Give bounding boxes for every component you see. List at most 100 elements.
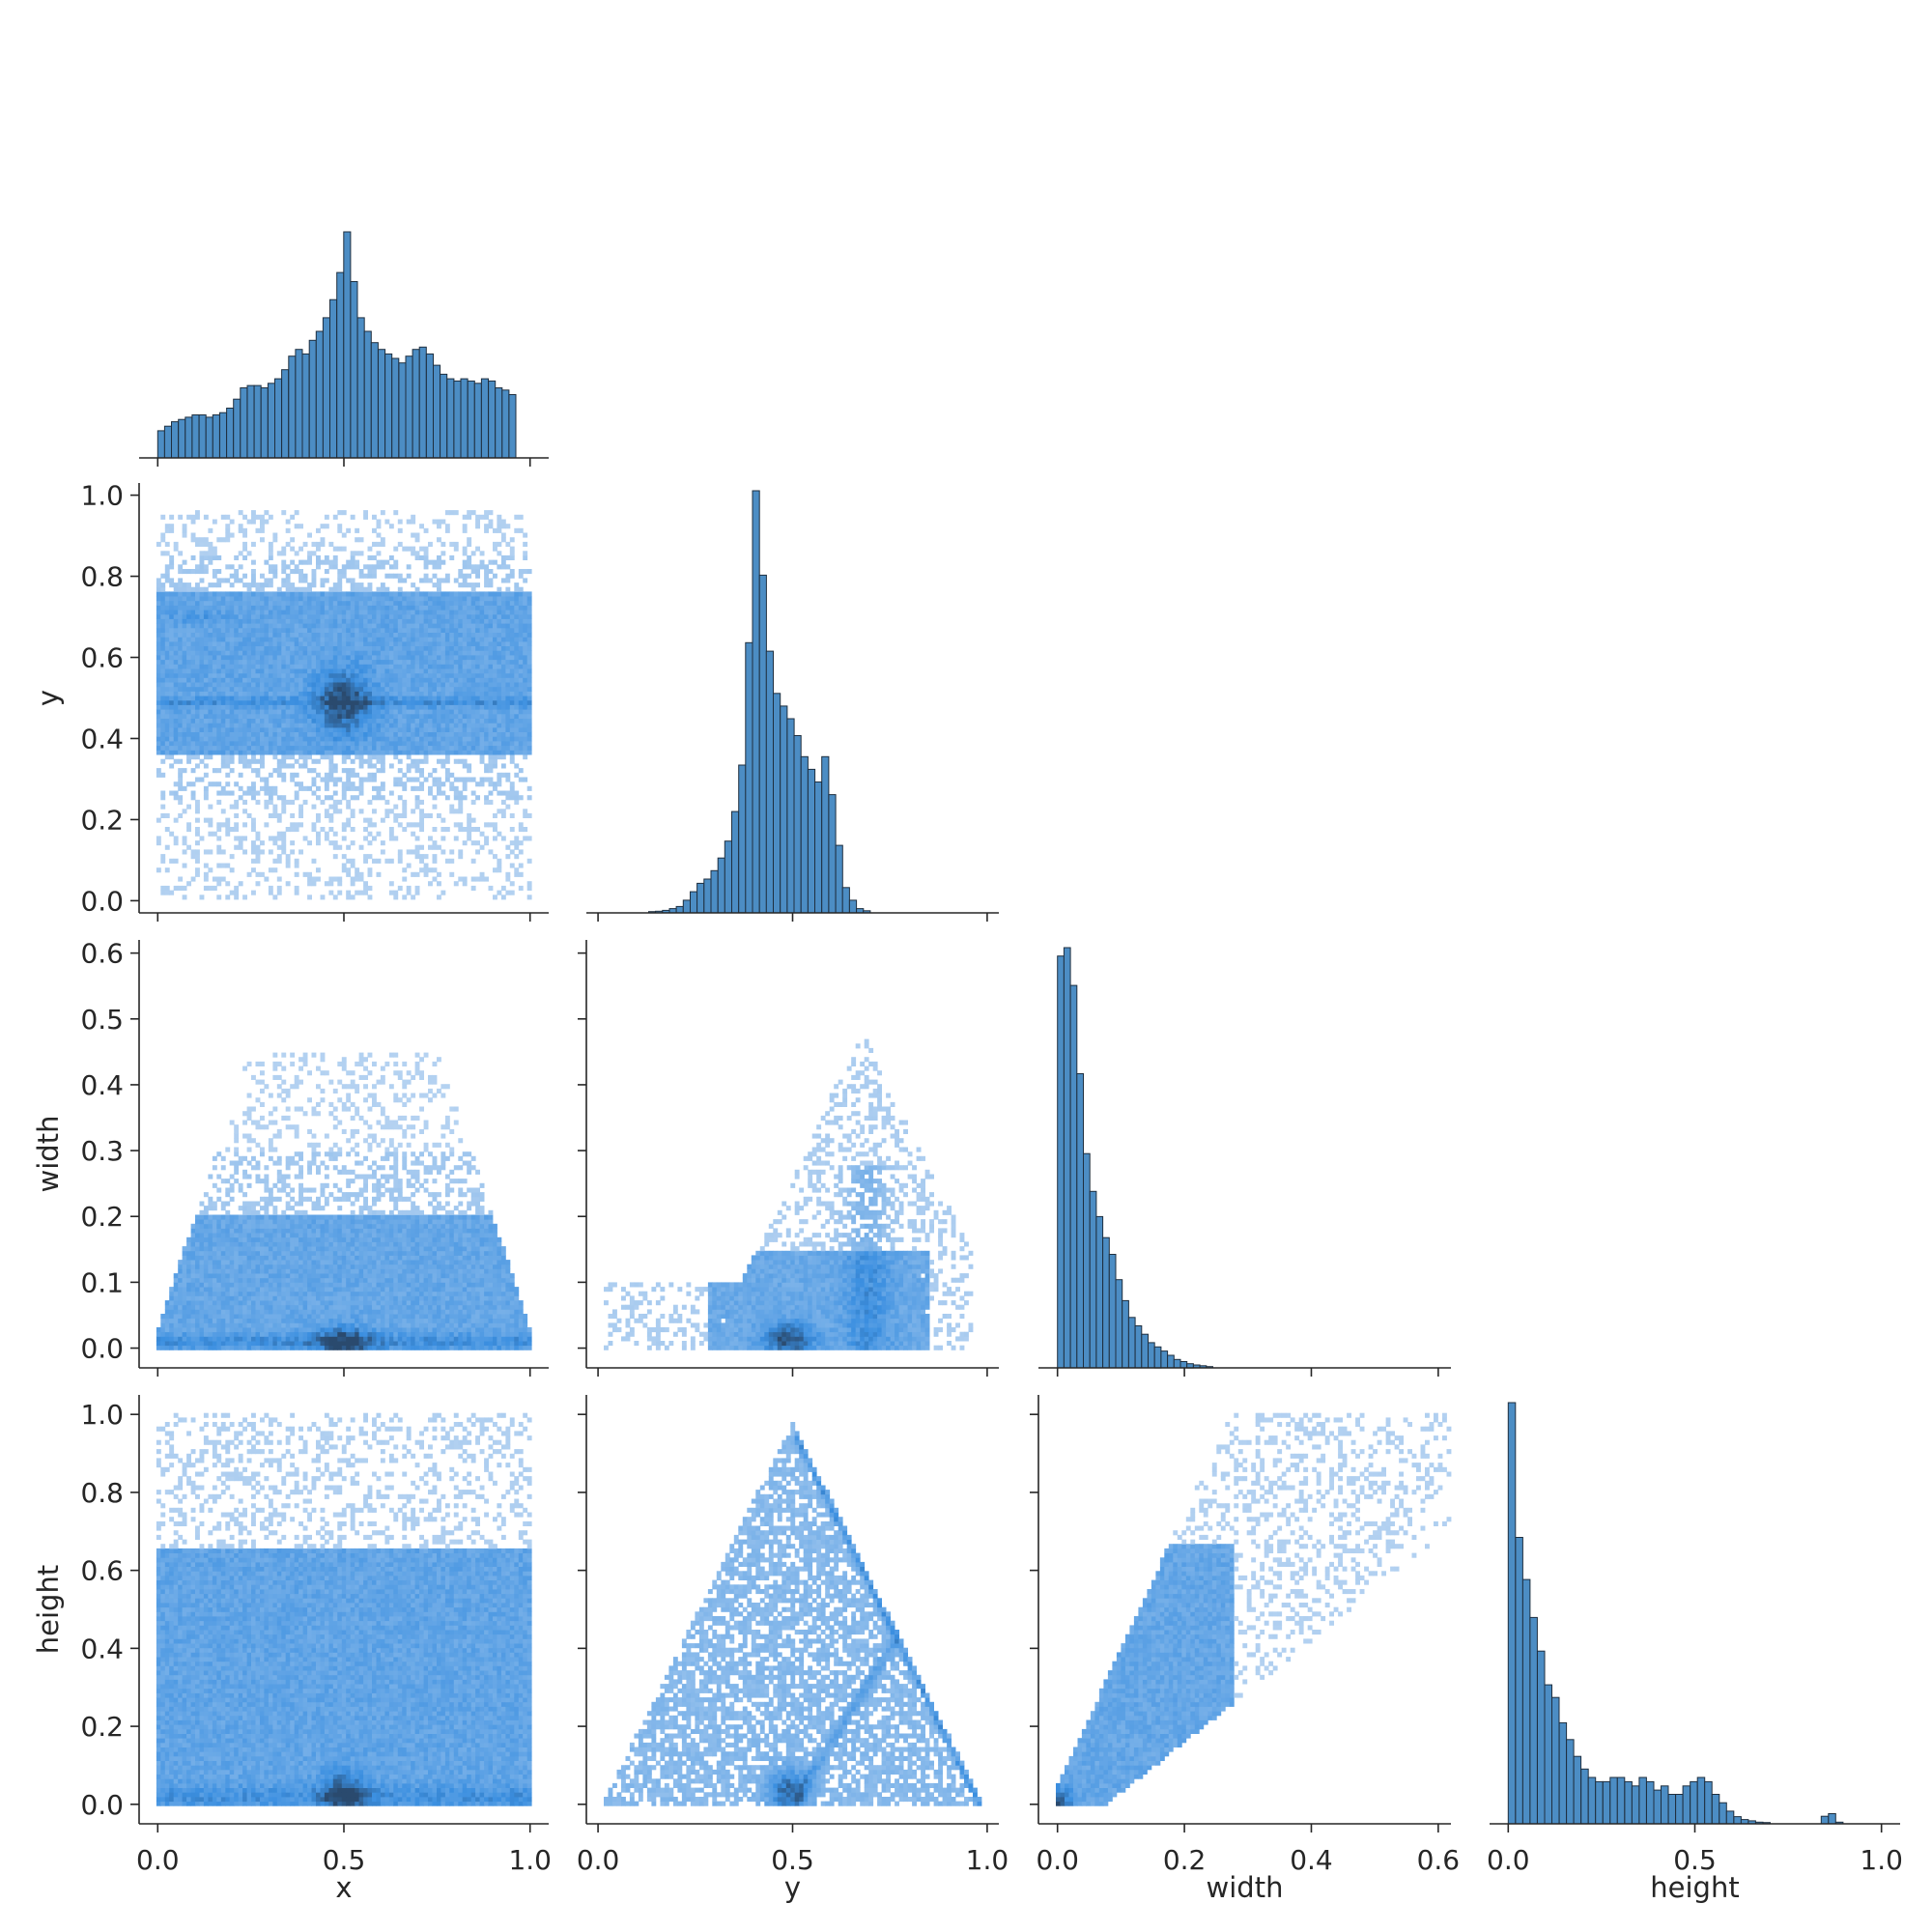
hist2d-cell — [372, 778, 377, 782]
hist2d-cell — [295, 750, 299, 754]
hist2d-cell — [527, 610, 532, 614]
hist2d-cell — [165, 591, 170, 596]
hist2d-cell — [272, 533, 277, 538]
hist2d-cell — [256, 872, 261, 877]
hist2d-cell — [415, 533, 420, 538]
hist2d-cell — [514, 836, 519, 840]
hist2d-cell — [264, 628, 269, 633]
hist2d-cell — [368, 822, 373, 827]
hist2d-cell — [454, 623, 459, 628]
hist2d-cell — [230, 1327, 235, 1332]
hist2d-cell — [195, 1332, 200, 1337]
hist2d-cell — [454, 610, 459, 614]
hist2d-cell — [286, 727, 291, 732]
hist2d-cell — [415, 646, 420, 651]
hist2d-cell — [328, 700, 333, 705]
hist2d-cell — [505, 677, 510, 682]
hist2d-cell — [216, 741, 221, 746]
hist2d-cell — [463, 723, 468, 727]
hist2d-cell — [307, 723, 312, 727]
hist2d-cell — [225, 687, 230, 692]
hist2d-cell — [393, 614, 398, 619]
hist2d-cell — [191, 791, 196, 796]
hist2d-cell — [415, 637, 420, 641]
hist2d-cell — [325, 687, 329, 692]
hist2d-cell — [186, 827, 191, 832]
hist2d-cell — [407, 574, 412, 579]
hist2d-cell — [445, 677, 450, 682]
hist2d-cell — [216, 1292, 221, 1296]
hist2d-cell — [346, 606, 351, 611]
hist2d-cell — [325, 732, 329, 737]
hist2d-cell — [359, 727, 364, 732]
hist2d-cell — [480, 515, 485, 520]
hist2d-cell — [398, 591, 403, 596]
hist2d-cell — [398, 637, 403, 641]
hist2d-cell — [264, 633, 269, 638]
hist2d-cell — [428, 682, 433, 687]
hist2d-cell — [186, 1282, 191, 1287]
hist2d-cell — [321, 673, 326, 678]
hist2d-cell — [355, 700, 359, 705]
hist2d-cell — [351, 687, 355, 692]
hist2d-cell — [419, 547, 424, 552]
hist2d-cell — [277, 736, 282, 741]
hist2d-cell — [527, 714, 532, 719]
hist2d-cell — [216, 610, 221, 614]
hist2d-cell — [174, 655, 179, 660]
hist2d-cell — [216, 1341, 221, 1346]
hist2d-cell — [239, 741, 243, 746]
hist2d-cell — [514, 723, 519, 727]
hist2d-cell — [415, 692, 420, 696]
hist2d-cell — [260, 849, 265, 854]
hist2d-cell — [333, 637, 338, 641]
hist2d-cell — [377, 750, 382, 754]
hist2d-cell — [295, 872, 299, 877]
hist2d-cell — [298, 714, 303, 719]
hist2d-cell — [178, 1314, 183, 1319]
hist2d-cell — [307, 596, 312, 601]
hist2d-cell — [178, 1264, 183, 1269]
hist2d-cell — [316, 637, 321, 641]
hist2d-cell — [523, 836, 527, 840]
hist2d-cell — [277, 641, 282, 646]
hist2d-cell — [325, 633, 329, 638]
hist2d-cell — [269, 709, 273, 714]
hist2d-cell — [389, 655, 394, 660]
hist2d-cell — [325, 628, 329, 633]
hist2d-cell — [213, 591, 217, 596]
hist2d-cell — [195, 1287, 200, 1292]
hist2d-cell — [359, 714, 364, 719]
hist2d-cell — [384, 727, 389, 732]
hist2d-cell — [230, 754, 235, 759]
hist2d-cell — [169, 655, 174, 660]
hist2d-cell — [402, 633, 407, 638]
hist2d-cell — [368, 746, 373, 751]
hist2d-cell — [239, 637, 243, 641]
hist2d-cell — [342, 696, 347, 700]
hist2d-cell — [281, 628, 286, 633]
hist2d-cell — [493, 560, 497, 565]
hist2d-cell — [381, 781, 385, 786]
hist2d-cell — [200, 641, 205, 646]
hist2d-cell — [493, 854, 497, 859]
hist2d-cell — [321, 641, 326, 646]
hist2d-cell — [225, 1300, 230, 1305]
hist2d-cell — [480, 677, 485, 682]
hist2d-cell — [156, 582, 161, 587]
hist2d-cell — [419, 714, 424, 719]
hist2d-cell — [298, 619, 303, 624]
hist2d-cell — [183, 895, 187, 899]
hist2d-cell — [251, 849, 256, 854]
hist2d-cell — [372, 606, 377, 611]
hist2d-cell — [368, 614, 373, 619]
hist2d-cell — [264, 619, 269, 624]
hist2d-cell — [169, 714, 174, 719]
hist2d-cell — [440, 664, 445, 668]
hist2d-cell — [424, 867, 429, 872]
hist2d-cell — [415, 805, 420, 810]
hist2d-cell — [234, 827, 239, 832]
hist2d-cell — [260, 628, 265, 633]
hist2d-cell — [208, 542, 213, 547]
hist2d-cell — [204, 1268, 209, 1273]
